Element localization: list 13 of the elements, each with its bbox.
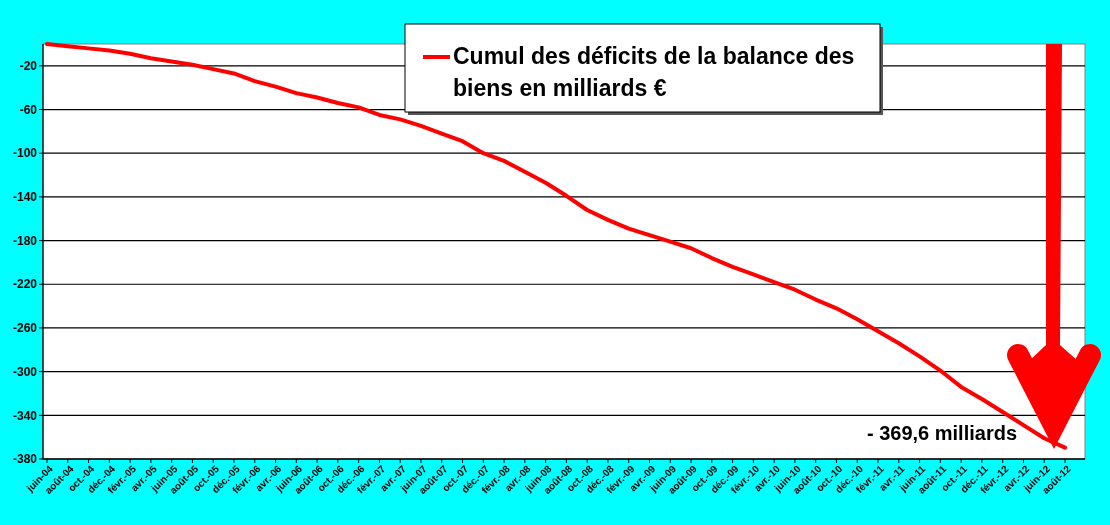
y-tick-label: -20 [19, 59, 38, 74]
y-tick-label: -380 [12, 452, 38, 467]
legend-label: Cumul des déficits de la balance des biens en milliards € [453, 43, 855, 101]
y-tick-label: -340 [12, 408, 38, 423]
annotation: - 369,6 milliards [866, 421, 1017, 444]
y-tick-label: -100 [12, 146, 38, 161]
y-tick-label: -180 [12, 233, 38, 248]
y-tick-label: -300 [12, 364, 38, 379]
y-tick-label: -140 [12, 190, 38, 205]
y-tick-label: -220 [12, 277, 38, 292]
line-series [45, 42, 1067, 450]
y-tick-label: -260 [12, 321, 38, 336]
y-tick-label: -60 [19, 102, 38, 117]
